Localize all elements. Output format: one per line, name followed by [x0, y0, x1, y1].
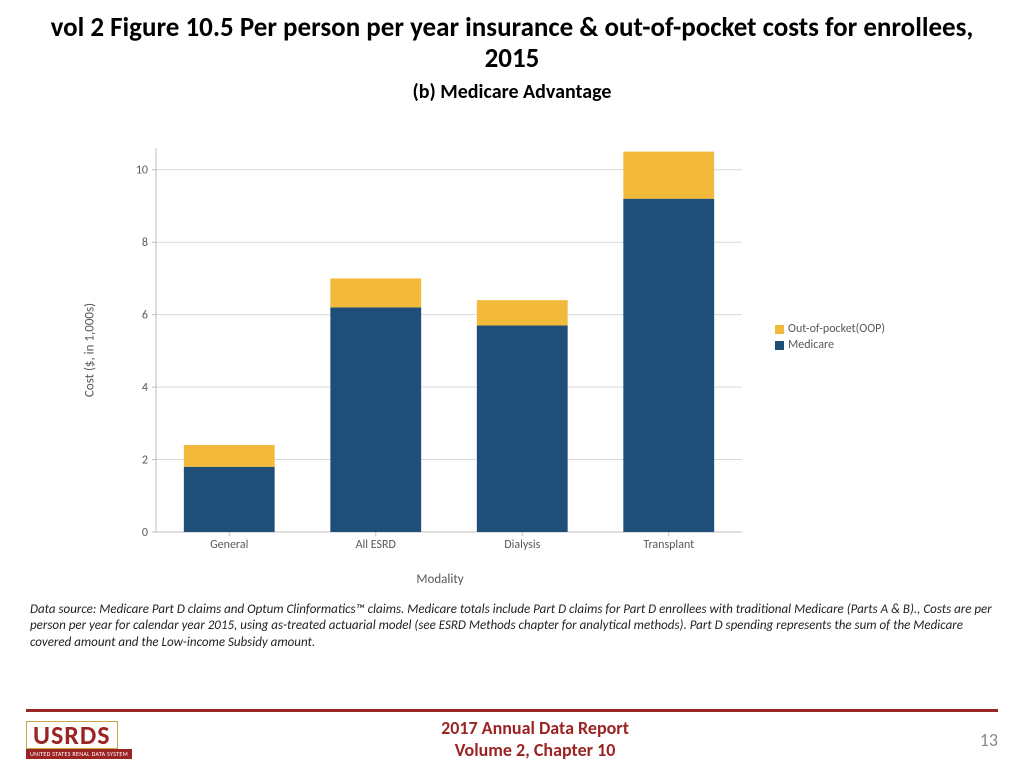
legend-label: Out-of-pocket(OOP) [788, 322, 885, 336]
footer: USRDS UNITED STATES RENAL DATA SYSTEM 20… [0, 709, 1024, 768]
slide-title: vol 2 Figure 10.5 Per person per year in… [0, 0, 1024, 74]
svg-text:0: 0 [142, 526, 148, 540]
legend: Out-of-pocket(OOP) Medicare [775, 320, 885, 354]
x-axis-label: Modality [416, 572, 463, 587]
footnote: Data source: Medicare Part D claims and … [30, 602, 994, 651]
svg-text:2: 2 [142, 454, 148, 468]
y-axis-label: Cost ($, in 1,000s) [83, 303, 98, 397]
slide-subtitle: (b) Medicare Advantage [0, 80, 1024, 104]
footer-line1: 2017 Annual Data Report [132, 718, 938, 740]
logo-sub: UNITED STATES RENAL DATA SYSTEM [26, 749, 132, 759]
svg-text:Transplant: Transplant [643, 538, 694, 552]
legend-swatch [775, 341, 784, 350]
page-number: 13 [938, 729, 998, 751]
svg-text:General: General [210, 538, 248, 552]
footer-center: 2017 Annual Data Report Volume 2, Chapte… [132, 718, 938, 761]
footer-line2: Volume 2, Chapter 10 [132, 740, 938, 762]
svg-text:6: 6 [142, 309, 148, 323]
logo-main: USRDS [26, 721, 118, 749]
legend-item: Out-of-pocket(OOP) [775, 322, 885, 336]
bar-chart: 0 2 4 6 8 10 General All ESRD Dialysis Transplant [120, 140, 760, 560]
svg-text:8: 8 [142, 236, 148, 250]
legend-item: Medicare [775, 338, 885, 352]
svg-text:10: 10 [136, 164, 148, 178]
svg-text:All ESRD: All ESRD [356, 538, 396, 552]
svg-text:Dialysis: Dialysis [504, 538, 540, 552]
svg-text:4: 4 [142, 381, 148, 395]
legend-label: Medicare [788, 338, 834, 352]
legend-swatch [775, 325, 784, 334]
logo: USRDS UNITED STATES RENAL DATA SYSTEM [26, 721, 132, 759]
